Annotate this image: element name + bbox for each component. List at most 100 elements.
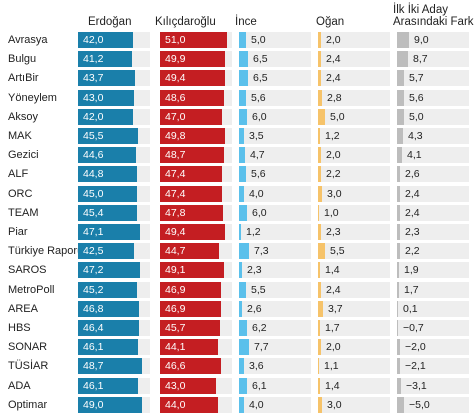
kilicdaroglu-value-label: 44,1 [165, 341, 186, 353]
erdogan-value-label: 45,4 [83, 207, 104, 219]
ogan-track [318, 51, 390, 67]
kilicdaroglu-bar [160, 378, 216, 394]
ince-bar [239, 109, 247, 125]
fark-bar [397, 358, 400, 374]
ince-track [239, 51, 311, 67]
ince-value-label: 4,0 [249, 188, 264, 200]
erdogan-bar [78, 51, 132, 67]
ince-value-label: 7,7 [254, 341, 269, 353]
ogan-bar [318, 224, 321, 240]
fark-value-label: 8,7 [413, 53, 428, 65]
kilicdaroglu-value-label: 46,9 [165, 284, 186, 296]
fark-bar [397, 205, 400, 221]
kilicdaroglu-bar [160, 70, 225, 86]
fark-track [397, 109, 469, 125]
fark-track [397, 243, 469, 259]
kilicdaroglu-bar [160, 166, 222, 182]
fark-track [397, 397, 469, 413]
fark-bar [397, 397, 404, 413]
kilicdaroglu-value-label: 43,0 [165, 380, 186, 392]
fark-value-label: 5,7 [409, 72, 424, 84]
kilicdaroglu-value-label: 48,7 [165, 149, 186, 161]
pollster-label: Gezici [8, 149, 39, 161]
pollster-label: Piar [8, 226, 28, 238]
erdogan-bar [78, 320, 139, 336]
erdogan-value-label: 42,0 [83, 34, 104, 46]
kilicdaroglu-value-label: 47,8 [165, 207, 186, 219]
fark-bar [397, 70, 404, 86]
ogan-value-label: 2,4 [326, 53, 341, 65]
fark-track [397, 282, 469, 298]
ogan-bar [318, 109, 325, 125]
erdogan-value-label: 48,7 [83, 360, 104, 372]
kilicdaroglu-value-label: 49,9 [165, 53, 186, 65]
pollster-label: ORC [8, 188, 33, 200]
kilicdaroglu-bar [160, 90, 224, 106]
ince-bar [239, 90, 246, 106]
erdogan-value-label: 46,1 [83, 380, 104, 392]
kilicdaroglu-value-label: 44,0 [165, 399, 186, 411]
pollster-label: MetroPoll [8, 284, 55, 296]
erdogan-bar [78, 128, 138, 144]
kilicdaroglu-value-label: 47,4 [165, 188, 186, 200]
ogan-value-label: 5,5 [330, 245, 345, 257]
ogan-bar [318, 32, 321, 48]
erdogan-bar [78, 32, 133, 48]
erdogan-bar [78, 205, 137, 221]
erdogan-bar [78, 358, 142, 374]
ince-value-label: 6,5 [253, 72, 268, 84]
ince-bar [239, 147, 245, 163]
ince-track [239, 339, 311, 355]
erdogan-value-label: 41,2 [83, 53, 104, 65]
kilicdaroglu-value-label: 47,4 [165, 168, 186, 180]
fark-track [397, 147, 469, 163]
ogan-track [318, 90, 390, 106]
ince-track [239, 186, 311, 202]
fark-bar [397, 339, 400, 355]
column-header-fark-line-1: İlk İki Aday [393, 4, 448, 16]
kilicdaroglu-bar [160, 243, 219, 259]
kilicdaroglu-value-label: 49,8 [165, 130, 186, 142]
ogan-value-label: 2,0 [326, 341, 341, 353]
fark-track [397, 128, 469, 144]
kilicdaroglu-value-label: 49,4 [165, 226, 186, 238]
ogan-value-label: 2,4 [326, 284, 341, 296]
column-header-fark-line-2: Arasındaki Fark [393, 16, 474, 28]
ogan-bar [318, 397, 322, 413]
ogan-bar [318, 243, 325, 259]
kilicdaroglu-bar [160, 282, 221, 298]
kilicdaroglu-value-label: 49,4 [165, 72, 186, 84]
poll-table-chart: Erdoğan Kılıçdaroğlu İnce Oğan İlk İki Aday A… [8, 4, 474, 413]
erdogan-value-label: 46,4 [83, 322, 104, 334]
ogan-track [318, 205, 390, 221]
pollster-label: Yöneylem [8, 92, 57, 104]
erdogan-bar [78, 339, 138, 355]
ince-track [239, 32, 311, 48]
ince-track [239, 147, 311, 163]
fark-bar [397, 51, 408, 67]
pollster-label: Aksoy [8, 111, 38, 123]
fark-value-label: 2,2 [405, 245, 420, 257]
erdogan-bar [78, 70, 135, 86]
ince-track [239, 262, 311, 278]
kilicdaroglu-bar [160, 224, 225, 240]
ogan-bar [318, 320, 320, 336]
ogan-value-label: 2,8 [327, 92, 342, 104]
fark-value-label: 2,4 [405, 188, 420, 200]
kilicdaroglu-value-label: 51,0 [165, 34, 186, 46]
ince-value-label: 3,6 [249, 360, 264, 372]
ince-bar [239, 186, 244, 202]
ince-bar [239, 301, 242, 317]
ince-track [239, 166, 311, 182]
kilicdaroglu-value-label: 45,7 [165, 322, 186, 334]
fark-track [397, 90, 469, 106]
ogan-value-label: 1,2 [325, 130, 340, 142]
ince-bar [239, 339, 249, 355]
erdogan-bar [78, 282, 137, 298]
pollster-label: Avrasya [8, 34, 48, 46]
fark-bar [397, 109, 404, 125]
fark-value-label: 4,1 [407, 149, 422, 161]
erdogan-value-label: 42,0 [83, 111, 104, 123]
ogan-track [318, 282, 390, 298]
erdogan-bar [78, 378, 138, 394]
